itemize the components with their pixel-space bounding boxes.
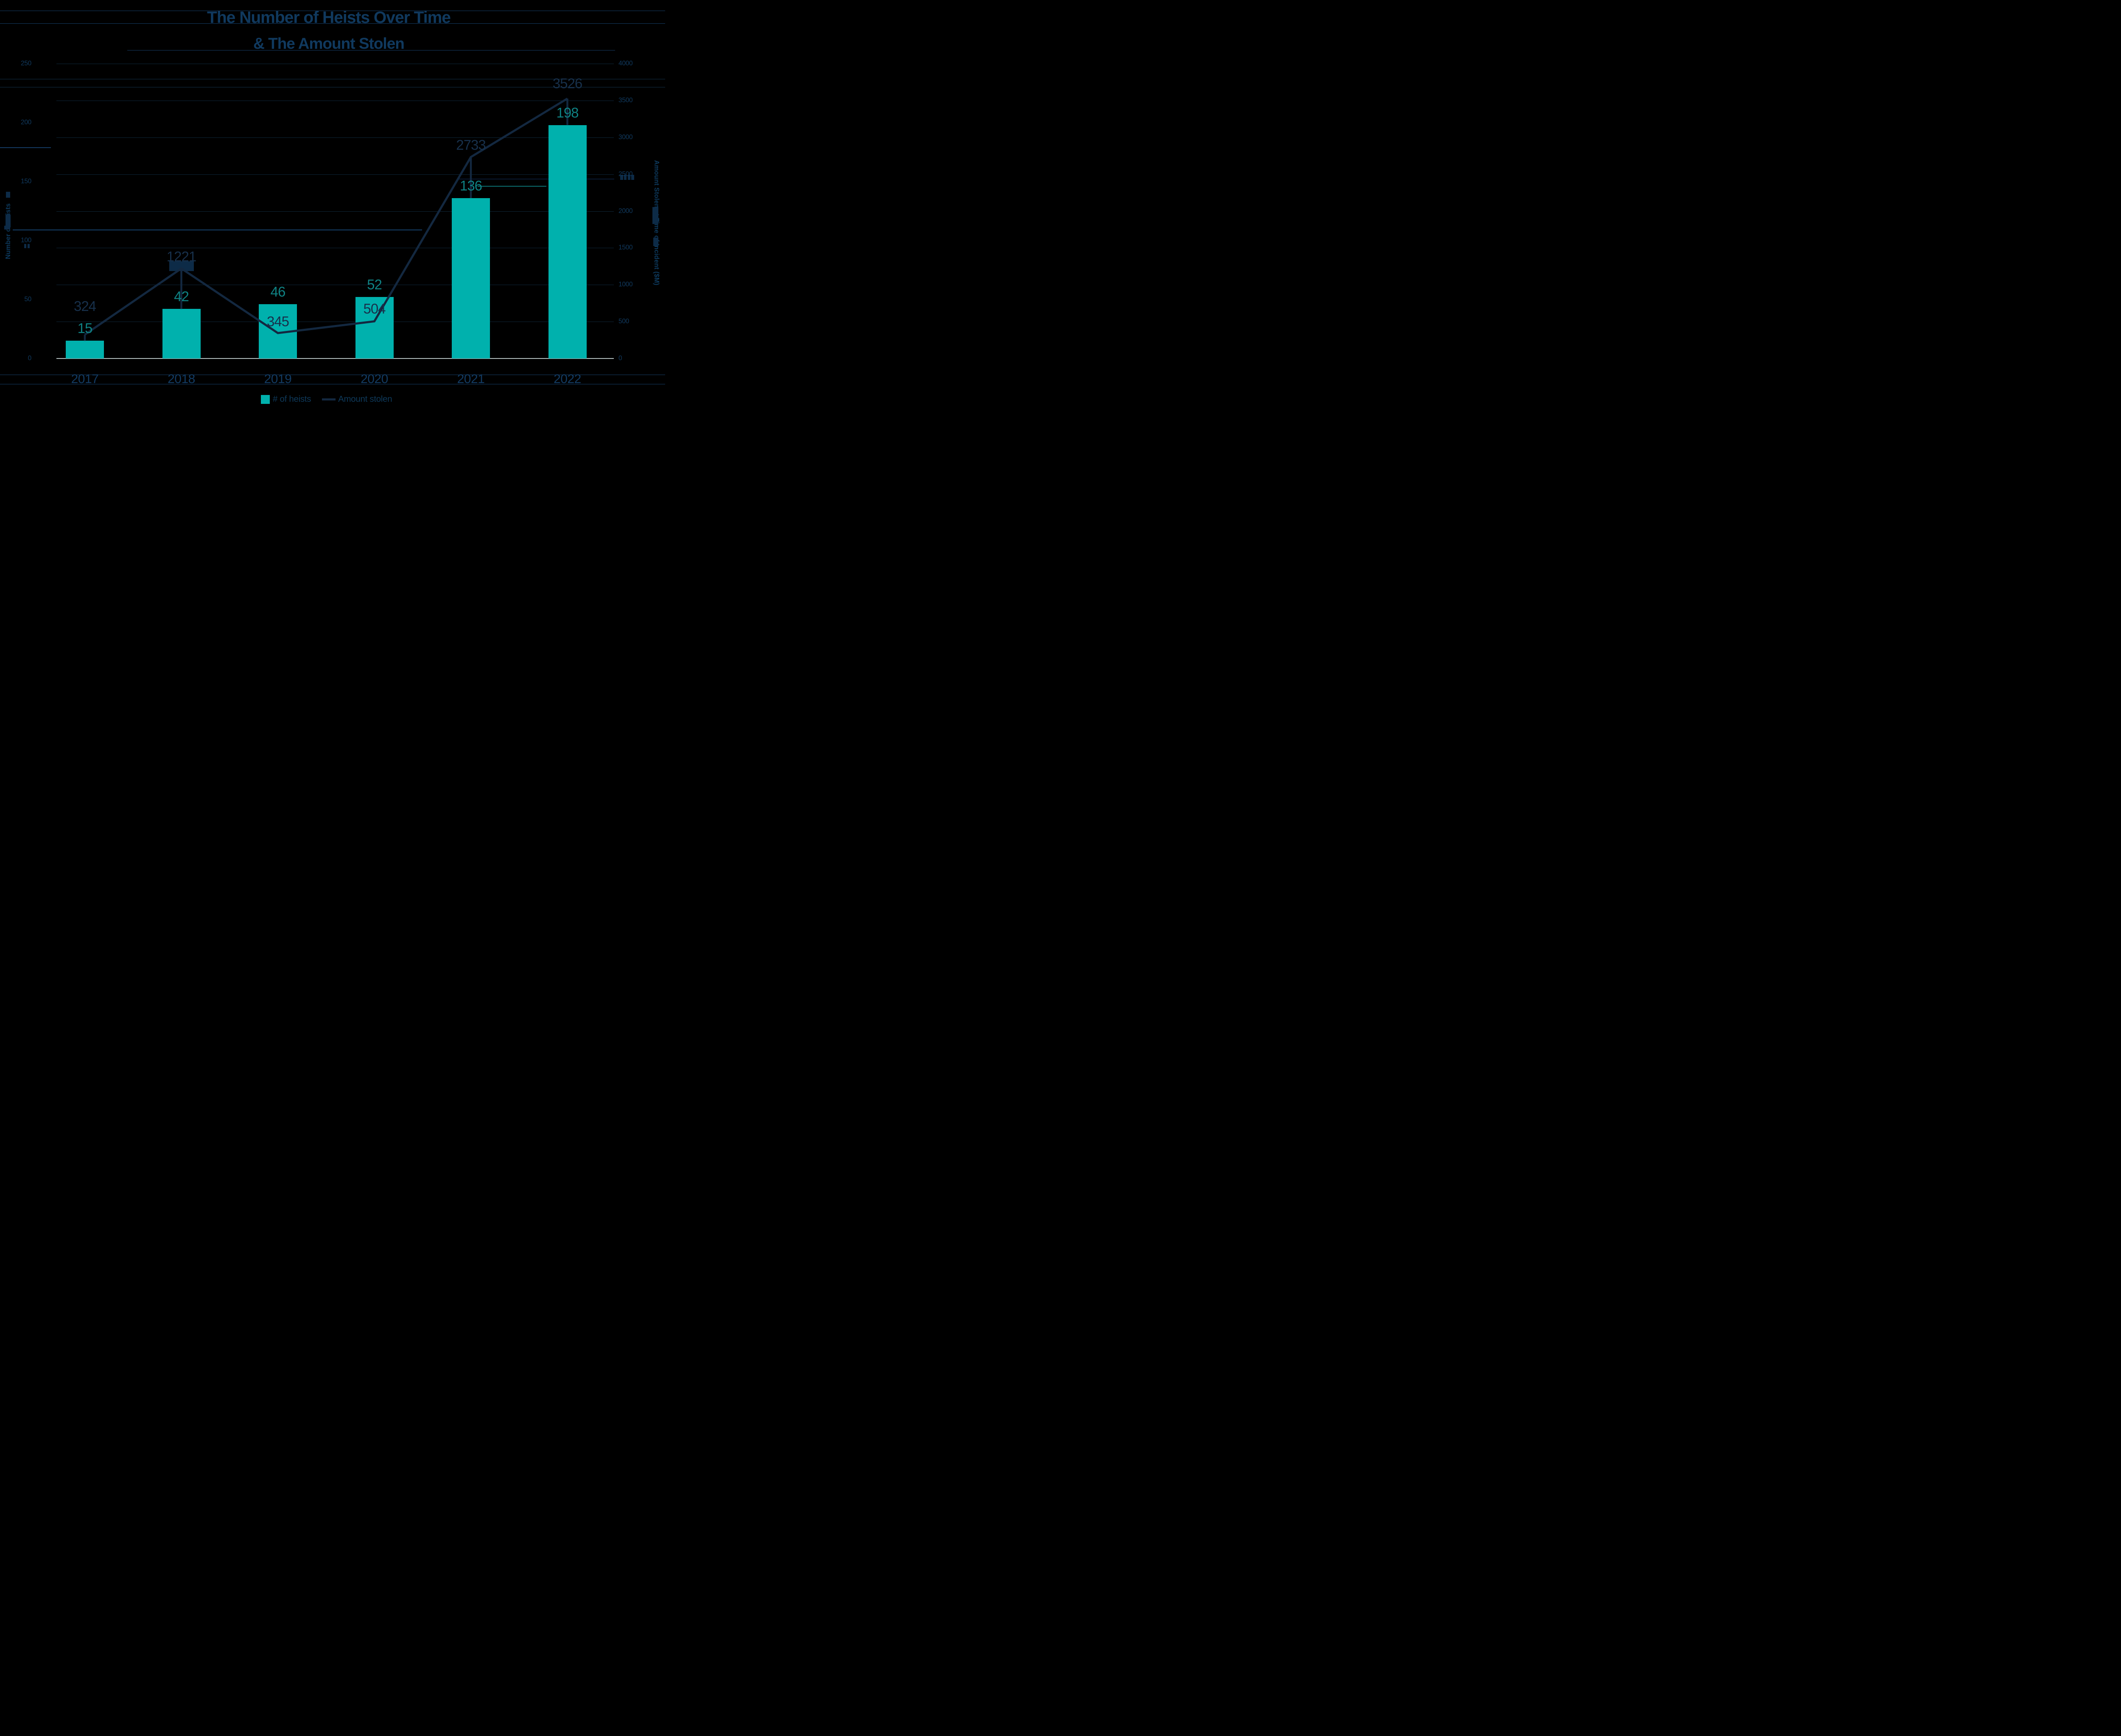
bar-2018 [162,309,201,358]
line-value-label: 2733 [456,137,486,153]
left-axis-tick: 250 [21,60,31,67]
left-axis-tick: 50 [24,296,31,303]
bar-value-label: 136 [459,177,482,193]
x-axis-label-2018: 2018 [168,372,195,386]
x-axis-label-2020: 2020 [361,372,388,386]
x-axis-baseline [56,358,614,359]
bar-value-label: 46 [270,284,286,300]
right-axis-tick: 500 [618,318,629,325]
right-axis-tick: 3500 [618,96,633,104]
glitch-box [24,244,26,248]
right-axis-tick: 2500 [618,170,633,178]
line-value-label: 3526 [552,76,582,92]
left-axis-tick: 100 [21,237,31,244]
line-value-label: 345 [266,314,289,330]
glitch-line [0,23,665,24]
left-axis-tick: 0 [28,355,32,362]
line-value-label: 1221 [166,248,196,264]
line-value-label: 504 [363,301,386,317]
gridline [56,174,614,175]
x-axis-label-2021: 2021 [457,372,485,386]
bar-2020 [355,297,394,358]
left-axis-tick: 150 [21,178,31,185]
glitch-box [28,244,30,248]
gridline [56,211,614,212]
left-axis-tick: 200 [21,119,31,126]
glitch-box [652,207,658,224]
glitch-box [631,175,634,180]
bar-value-label: 52 [367,277,382,293]
bar-2021 [452,198,490,358]
right-axis-tick: 3000 [618,133,633,141]
glitch-box [653,238,658,246]
right-axis-tick: 4000 [618,60,633,67]
x-axis-label-2017: 2017 [71,372,99,386]
glitch-line [478,186,546,187]
x-axis-label-2019: 2019 [264,372,292,386]
glitch-box [6,192,10,198]
bar-value-label: 15 [77,320,93,336]
line-series-layer [84,98,568,341]
legend-swatch-bar [261,395,270,404]
legend: # of heists Amount stolen [261,394,392,404]
amount-stolen-line [84,98,568,336]
bar-2017 [66,341,104,358]
right-axis-tick: 0 [618,355,622,362]
gridline [56,137,614,138]
bar-value-label: 198 [556,104,579,120]
chart-title-line2: & The Amount Stolen [253,35,405,52]
glitch-box [6,215,11,227]
glitch-box [628,175,630,180]
x-axis-label-2022: 2022 [554,372,581,386]
legend-label: Amount stolen [338,394,392,404]
glitch-box [620,175,623,180]
glitch-box [624,175,627,180]
right-axis-tick: 1000 [618,281,633,288]
right-axis-tick: 2000 [618,207,633,215]
glitch-line [0,147,51,148]
chart-canvas: The Number of Heists Over Time & The Amo… [0,0,665,431]
line-value-label: 324 [73,298,96,314]
right-axis-tick: 1500 [618,244,633,252]
legend-swatch-line [322,398,336,400]
glitch-box [169,261,194,271]
bar-value-label: 42 [174,288,189,305]
bar-2022 [548,125,587,358]
glitch-box [4,226,10,230]
legend-label: # of heists [273,394,311,404]
